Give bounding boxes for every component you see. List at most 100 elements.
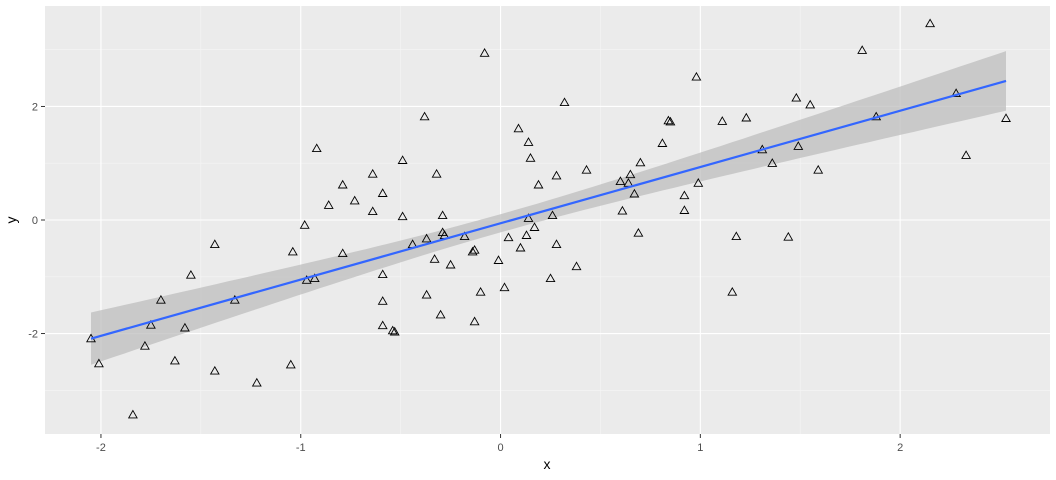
data-point [617, 205, 628, 215]
x-axis-title: x [544, 456, 551, 472]
data-point [717, 116, 728, 125]
data-point [377, 296, 388, 305]
data-point [551, 239, 562, 249]
data-point [731, 231, 742, 241]
data-point [389, 326, 400, 336]
data-point [767, 158, 778, 167]
data-point [727, 286, 738, 296]
data-point [545, 273, 556, 283]
data-point [127, 409, 138, 419]
data-point [367, 206, 378, 216]
data-point [523, 213, 534, 222]
data-point [625, 169, 636, 179]
data-point [663, 115, 674, 125]
data-point [679, 205, 690, 214]
data-point [665, 116, 676, 126]
data-point [503, 232, 514, 242]
data-point [513, 123, 524, 133]
data-point [209, 239, 220, 249]
data-point [311, 143, 322, 153]
data-point [525, 152, 536, 162]
data-point [299, 219, 310, 229]
data-point [459, 231, 470, 241]
data-point [571, 261, 582, 271]
data-point [615, 176, 626, 186]
y-tick-label: 0 [32, 215, 38, 227]
x-tick-label: -2 [96, 442, 106, 454]
data-point [179, 322, 190, 332]
data-point [547, 210, 558, 220]
data-points [86, 18, 1011, 419]
data-point [169, 355, 180, 365]
data-point [521, 230, 532, 239]
data-point [469, 244, 480, 254]
data-point [657, 138, 668, 147]
data-point [377, 188, 388, 197]
data-point [93, 358, 104, 368]
data-point [429, 254, 440, 263]
data-point [349, 195, 360, 205]
data-point [467, 246, 478, 256]
data-point [533, 179, 544, 189]
y-tick-label: 2 [32, 101, 38, 113]
data-point [309, 273, 320, 283]
data-point [791, 92, 802, 102]
data-point [287, 246, 298, 256]
data-point [431, 168, 442, 178]
data-point [691, 71, 702, 81]
data-point [529, 222, 540, 231]
data-point [139, 340, 150, 350]
data-point [209, 365, 220, 375]
x-tick-label: 0 [497, 442, 503, 454]
data-point [523, 137, 534, 146]
y-tick-label: -2 [28, 329, 38, 341]
confidence-band [91, 51, 1006, 365]
data-point [419, 111, 430, 121]
data-point [679, 190, 690, 200]
data-point [857, 45, 868, 54]
data-point [493, 255, 504, 264]
data-point [1001, 113, 1011, 122]
data-point [155, 294, 166, 304]
y-axis-title: y [3, 217, 19, 224]
data-point [813, 164, 824, 174]
data-point [635, 157, 646, 167]
data-point [323, 200, 334, 209]
data-point [377, 269, 388, 279]
data-point [397, 155, 408, 164]
data-point [925, 18, 936, 28]
data-point [633, 227, 644, 237]
data-point [387, 325, 398, 335]
data-point [783, 231, 794, 241]
data-point [437, 210, 448, 220]
x-tick-label: 1 [697, 442, 703, 454]
data-point [251, 377, 262, 387]
data-point [499, 282, 510, 292]
data-point [961, 150, 972, 159]
data-point [951, 88, 962, 98]
data-point [475, 286, 486, 296]
data-point [421, 289, 432, 299]
data-point [479, 47, 490, 57]
data-point [397, 211, 408, 221]
regression-line [90, 79, 1007, 340]
y-axis: -2 0 2 [28, 101, 45, 341]
data-point [421, 233, 432, 243]
data-point [551, 170, 562, 180]
data-point [185, 269, 196, 279]
data-point [581, 164, 592, 174]
data-point [515, 242, 526, 252]
data-point [629, 188, 640, 198]
data-point [805, 99, 816, 109]
data-point [145, 319, 156, 329]
data-point [693, 177, 704, 187]
data-point [445, 259, 456, 269]
data-point [469, 316, 480, 326]
data-point [285, 359, 296, 369]
data-point [377, 320, 388, 330]
data-point [337, 248, 348, 258]
data-point [367, 168, 378, 178]
data-point [301, 275, 312, 284]
x-tick-label: -1 [296, 442, 306, 454]
